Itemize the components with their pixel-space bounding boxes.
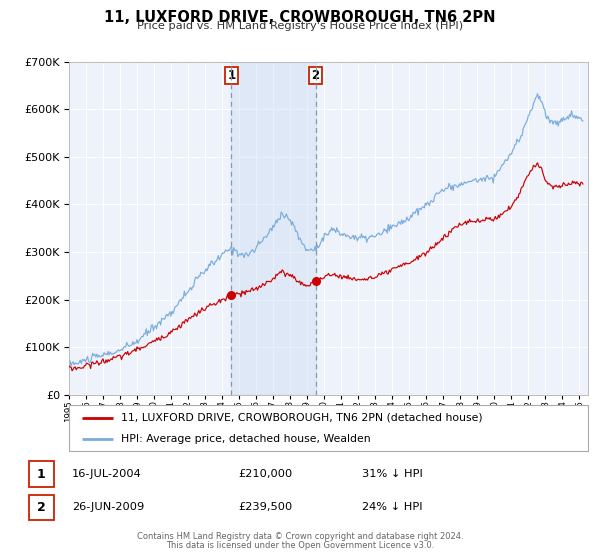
Bar [29, 461, 54, 487]
Text: 24% ↓ HPI: 24% ↓ HPI [362, 502, 423, 512]
Text: Price paid vs. HM Land Registry's House Price Index (HPI): Price paid vs. HM Land Registry's House … [137, 21, 463, 31]
Text: 26-JUN-2009: 26-JUN-2009 [72, 502, 144, 512]
Text: 16-JUL-2004: 16-JUL-2004 [72, 469, 142, 479]
Text: 11, LUXFORD DRIVE, CROWBOROUGH, TN6 2PN: 11, LUXFORD DRIVE, CROWBOROUGH, TN6 2PN [104, 10, 496, 25]
Text: 2: 2 [37, 501, 46, 514]
Bar [29, 494, 54, 520]
Text: 11, LUXFORD DRIVE, CROWBOROUGH, TN6 2PN (detached house): 11, LUXFORD DRIVE, CROWBOROUGH, TN6 2PN … [121, 413, 482, 423]
Text: 1: 1 [37, 468, 46, 480]
Bar [232, 62, 316, 395]
Text: £210,000: £210,000 [238, 469, 293, 479]
Text: 1: 1 [227, 69, 235, 82]
Text: 2: 2 [311, 69, 320, 82]
Text: 31% ↓ HPI: 31% ↓ HPI [362, 469, 423, 479]
Text: Contains HM Land Registry data © Crown copyright and database right 2024.: Contains HM Land Registry data © Crown c… [137, 532, 463, 541]
Text: HPI: Average price, detached house, Wealden: HPI: Average price, detached house, Weal… [121, 435, 371, 444]
Text: £239,500: £239,500 [238, 502, 293, 512]
Text: This data is licensed under the Open Government Licence v3.0.: This data is licensed under the Open Gov… [166, 541, 434, 550]
